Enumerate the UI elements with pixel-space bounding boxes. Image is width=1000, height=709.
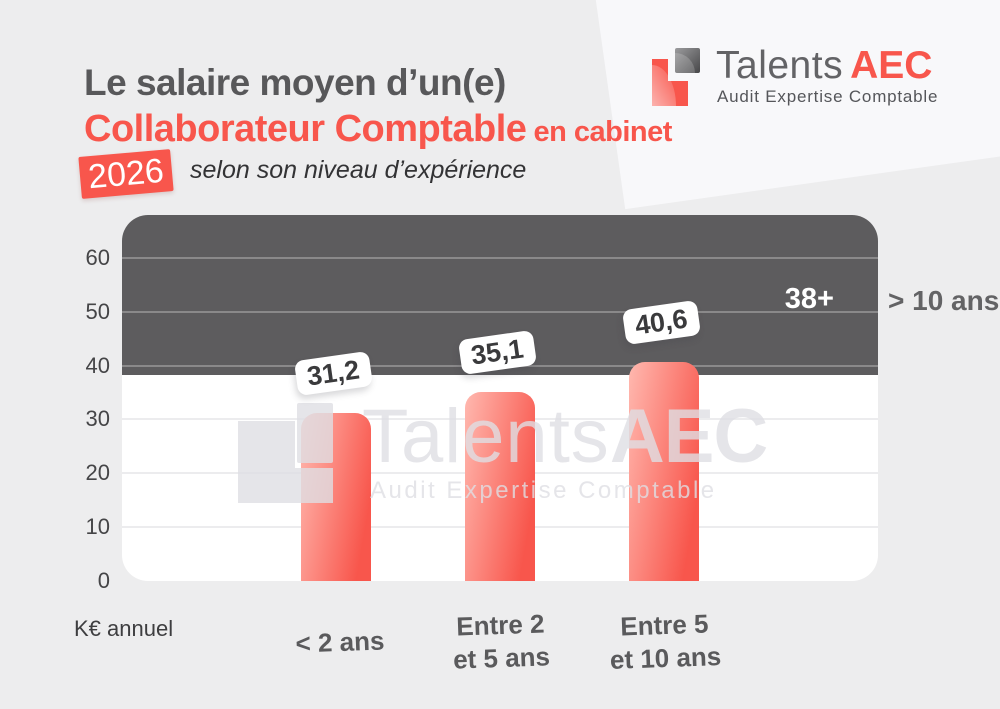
- watermark-logo-icon: [238, 403, 333, 503]
- x-label-line: < 2 ans: [295, 625, 385, 659]
- talents-aec-logo-icon: [652, 48, 700, 106]
- year-badge-text: 2026: [86, 151, 166, 196]
- bar-2: [465, 392, 535, 581]
- y-tick-20: 20: [85, 460, 110, 486]
- band-value-label: 38+: [784, 283, 834, 315]
- watermark-tagline: Audit Expertise Comptable: [370, 477, 717, 504]
- title-line1: Le salaire moyen d’un(e): [84, 62, 506, 103]
- brand-name: Talents AEC: [716, 44, 932, 88]
- band-category-label: > 10 ans: [888, 285, 1000, 316]
- gridline-50: [122, 310, 878, 313]
- x-category-label-1: < 2 ans: [254, 623, 425, 662]
- y-tick-30: 30: [85, 406, 110, 432]
- brand-name-talents: Talents: [716, 44, 844, 87]
- x-category-label-2: Entre 2 et 5 ans: [415, 606, 587, 678]
- y-tick-10: 10: [85, 514, 110, 540]
- y-tick-60: 60: [85, 244, 110, 270]
- y-axis-unit-label: K€ annuel: [74, 616, 174, 641]
- title-suffix: en cabinet: [533, 116, 672, 148]
- salary-bar-chart: TalentsAEC Audit Expertise Comptable 31,…: [122, 215, 878, 581]
- x-label-line: et 5 ans: [452, 641, 551, 675]
- title-line2: Collaborateur Comptable en cabinet: [84, 108, 672, 151]
- subtitle: selon son niveau d’expérience: [190, 156, 527, 184]
- year-badge: 2026: [78, 149, 174, 199]
- gridline-60: [122, 256, 878, 259]
- x-label-line: et 10 ans: [609, 641, 722, 675]
- bar-3: [629, 362, 699, 581]
- y-tick-0: 0: [97, 568, 110, 593]
- watermark-name-aec: AEC: [609, 394, 768, 479]
- y-tick-40: 40: [85, 352, 110, 378]
- title-job-name: Collaborateur Comptable: [84, 108, 527, 150]
- watermark-name: TalentsAEC: [362, 393, 768, 480]
- watermark-name-talents: Talents: [362, 394, 610, 479]
- brand-tagline: Audit Expertise Comptable: [717, 87, 939, 106]
- x-category-label-3: Entre 5 et 10 ans: [579, 606, 751, 678]
- y-tick-50: 50: [85, 298, 110, 324]
- brand-name-aec: AEC: [850, 44, 933, 87]
